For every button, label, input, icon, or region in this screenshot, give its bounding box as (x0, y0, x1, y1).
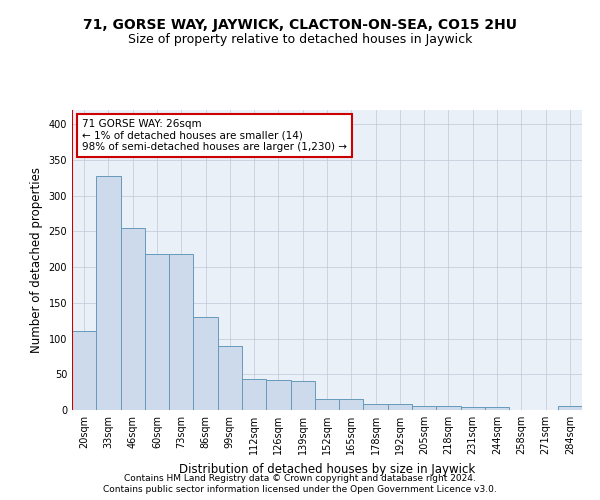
Bar (436, 406, 461, 410)
Text: Contains HM Land Registry data © Crown copyright and database right 2024.: Contains HM Land Registry data © Crown c… (124, 474, 476, 483)
Text: Size of property relative to detached houses in Jaywick: Size of property relative to detached ho… (128, 32, 472, 46)
Bar (558, 406, 582, 410)
Bar (364, 404, 388, 410)
Bar (218, 346, 242, 410)
Text: 71 GORSE WAY: 26sqm
← 1% of detached houses are smaller (14)
98% of semi-detache: 71 GORSE WAY: 26sqm ← 1% of detached hou… (82, 119, 347, 152)
Bar (169, 254, 193, 410)
Bar (145, 254, 169, 410)
Bar (290, 382, 315, 410)
Bar (266, 380, 290, 410)
Bar (388, 404, 412, 410)
Bar (242, 380, 266, 410)
X-axis label: Distribution of detached houses by size in Jaywick: Distribution of detached houses by size … (179, 462, 475, 475)
Bar (485, 407, 509, 410)
Bar (96, 176, 121, 410)
Bar (412, 406, 436, 410)
Text: Contains public sector information licensed under the Open Government Licence v3: Contains public sector information licen… (103, 485, 497, 494)
Y-axis label: Number of detached properties: Number of detached properties (30, 167, 43, 353)
Bar (121, 228, 145, 410)
Bar (339, 400, 364, 410)
Bar (315, 400, 339, 410)
Text: 71, GORSE WAY, JAYWICK, CLACTON-ON-SEA, CO15 2HU: 71, GORSE WAY, JAYWICK, CLACTON-ON-SEA, … (83, 18, 517, 32)
Bar (72, 332, 96, 410)
Bar (193, 317, 218, 410)
Bar (461, 407, 485, 410)
